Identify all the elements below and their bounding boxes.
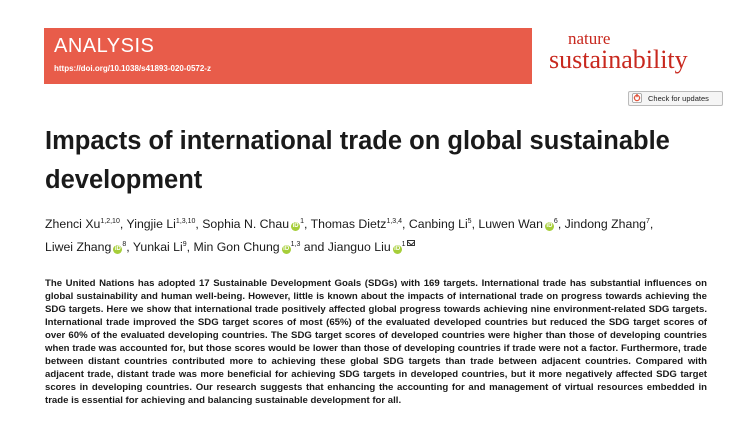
journal-logo: nature sustainability [548, 30, 718, 73]
author-affiliation: 1,2,10 [100, 218, 120, 225]
author-name-text: Jindong Zhang [564, 217, 647, 231]
check-for-updates-icon [632, 92, 642, 105]
author-separator: , [126, 240, 133, 254]
author-affiliation: 7 [646, 218, 650, 225]
author-name[interactable]: Luwen Wan iD6 [478, 217, 558, 231]
author-name[interactable]: Yunkai Li9 [133, 240, 187, 254]
author-separator: , [119, 217, 127, 231]
author-separator: , [303, 217, 311, 231]
author-name-text: Jianguo Liu [327, 240, 391, 254]
journal-logo-line2: sustainability [549, 45, 688, 74]
author-name[interactable]: Yingjie Li1,3,10 [126, 217, 195, 231]
author-name[interactable]: Jindong Zhang7 [565, 217, 650, 231]
orcid-icon[interactable]: iD [113, 245, 123, 254]
author-name-text: Liwei Zhang [45, 240, 112, 254]
author-name[interactable]: Thomas Dietz1,3,4 [311, 217, 402, 231]
author-list: Zhenci Xu1,2,10, Yingjie Li1,3,10, Sophi… [45, 213, 735, 259]
journal-logo-line1: nature [568, 29, 611, 48]
author-affiliation: 1 [300, 218, 304, 225]
author-affiliation: 1,3,10 [175, 218, 196, 225]
author-name-text: Canbing Li [408, 217, 468, 231]
check-for-updates-button[interactable]: Check for updates [628, 91, 723, 106]
article-type-banner: ANALYSIS https://doi.org/10.1038/s41893-… [44, 28, 532, 84]
orcid-icon[interactable]: iD [544, 222, 554, 231]
orcid-icon[interactable]: iD [392, 245, 402, 254]
author-name-text: Thomas Dietz [310, 217, 387, 231]
author-affiliation: 1,3,4 [386, 218, 403, 225]
author-name-text: Luwen Wan [478, 217, 543, 231]
article-type-label: ANALYSIS [54, 35, 155, 57]
orcid-icon[interactable]: iD [291, 222, 301, 231]
author-name[interactable]: Liwei Zhang iD8 [45, 240, 126, 254]
author-name[interactable]: Zhenci Xu1,2,10 [45, 217, 120, 231]
author-separator: , [557, 217, 565, 231]
author-name-text: Min Gon Chung [193, 240, 280, 254]
author-name-text: Yunkai Li [132, 240, 183, 254]
author-separator: , [186, 240, 194, 254]
author-name[interactable]: Canbing Li5 [409, 217, 472, 231]
email-icon[interactable] [406, 240, 415, 246]
article-title: Impacts of international trade on global… [45, 127, 670, 194]
author-separator: , [471, 217, 479, 231]
author-affiliation: 1 [401, 241, 406, 248]
doi-link[interactable]: https://doi.org/10.1038/s41893-020-0572-… [54, 64, 211, 73]
author-affiliation: 8 [122, 241, 127, 248]
author-affiliation: 5 [467, 218, 472, 225]
abstract: The United Nations has adopted 17 Sustai… [45, 278, 707, 406]
author-affiliation: 1,3 [290, 241, 301, 248]
orcid-icon[interactable]: iD [281, 245, 291, 254]
author-name-text: Zhenci Xu [45, 217, 101, 231]
author-separator: , [195, 217, 203, 231]
author-separator: and [300, 240, 328, 254]
author-affiliation: 6 [553, 218, 558, 225]
author-name-text: Yingjie Li [126, 217, 176, 231]
author-name[interactable]: Min Gon Chung iD1,3 [193, 240, 301, 254]
author-name[interactable]: Sophia N. Chau iD1 [202, 217, 304, 231]
author-affiliation: 9 [182, 241, 187, 248]
check-for-updates-label: Check for updates [648, 94, 709, 103]
author-separator: , [649, 217, 654, 231]
author-name-text: Sophia N. Chau [202, 217, 290, 231]
author-separator: , [402, 217, 409, 231]
author-name[interactable]: Jianguo Liu iD1 [328, 240, 415, 254]
